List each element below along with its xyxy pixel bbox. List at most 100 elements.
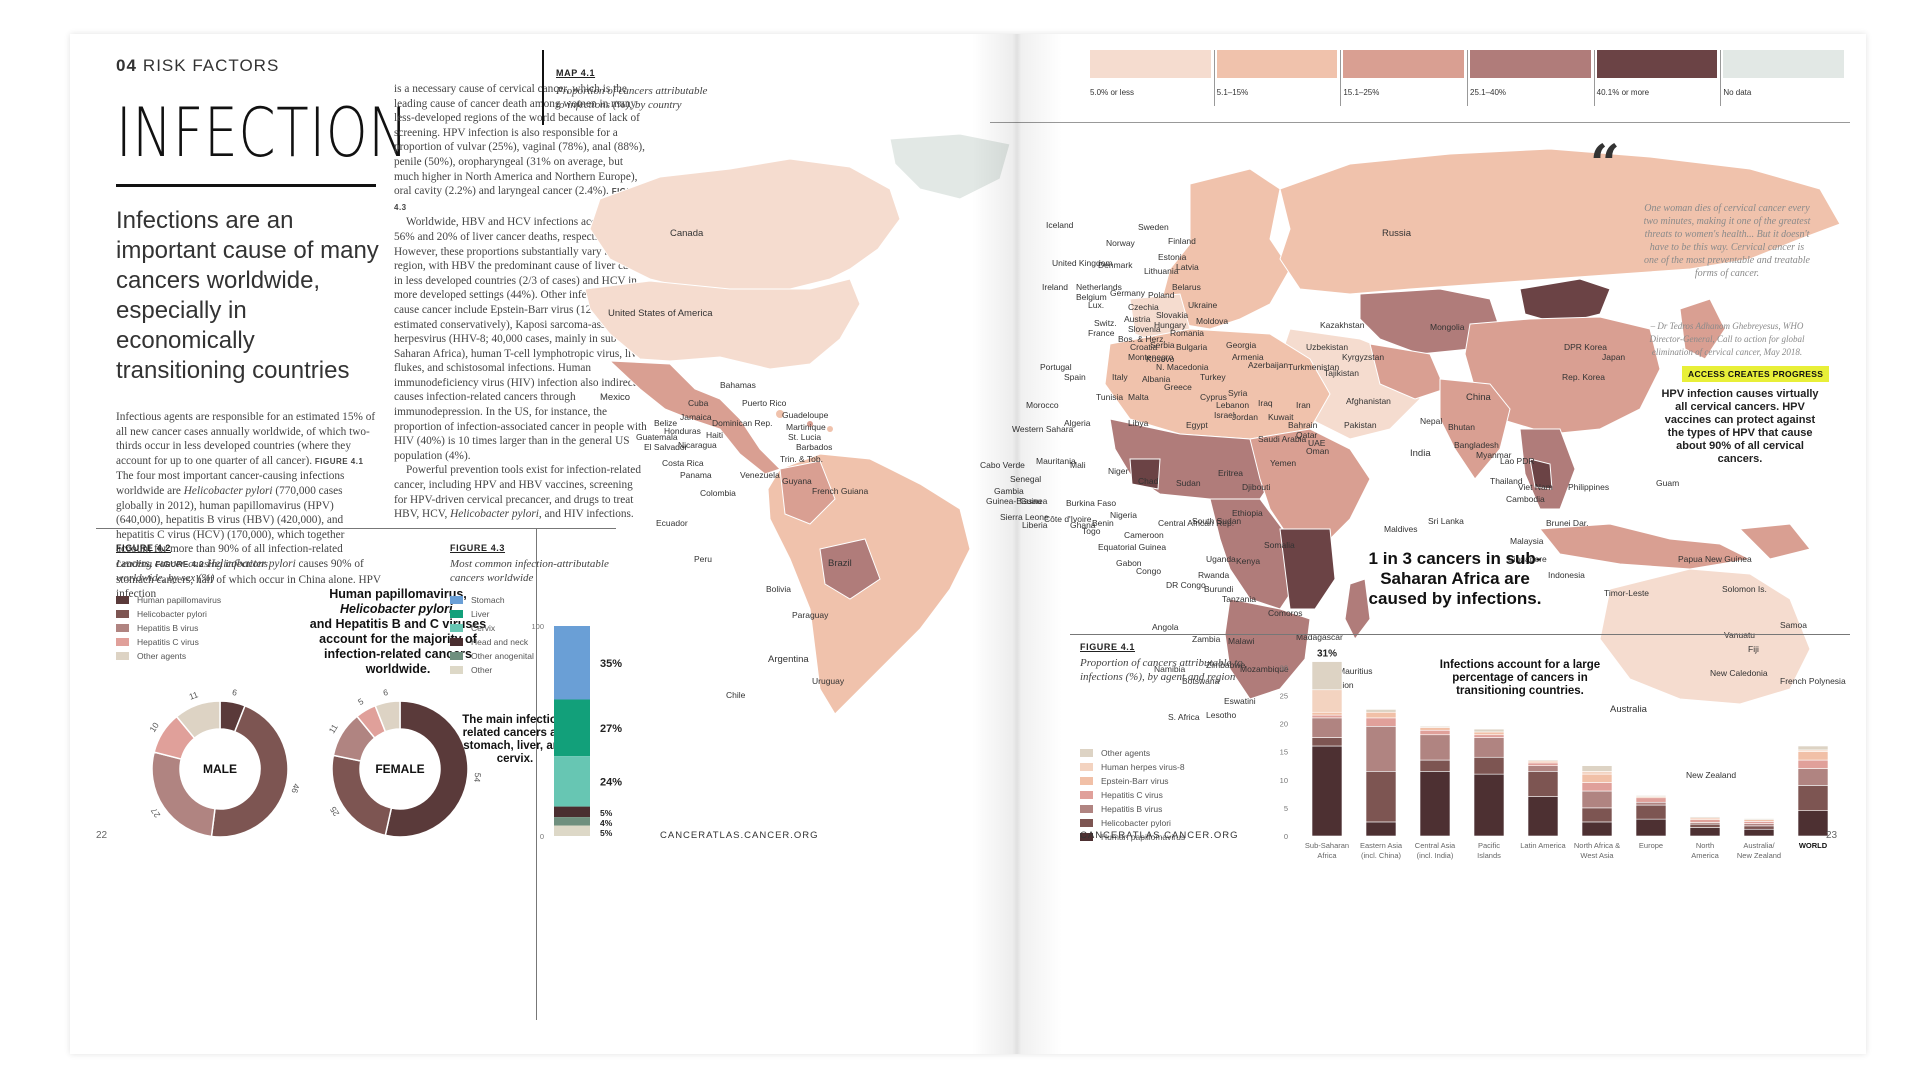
country-label: DPR Korea [1564,342,1607,352]
donut-value-label: 11 [327,722,340,735]
africa-callout: 1 in 3 cancers in sub-Saharan Africa are… [1368,549,1542,608]
legend-item: Other agents [116,649,221,663]
col2-text-4: and HIV infections. [544,508,634,521]
country-label: Zambia [1192,634,1221,644]
legend-label: Stomach [471,595,505,605]
note-line: and Hepatitis B and C viruses account fo… [309,617,487,676]
donut-slice [374,700,401,733]
country-label: Austria [1124,314,1151,324]
country-label: Somalia [1264,540,1295,550]
category-label: Africa [1317,851,1337,860]
scale-label: 5.1–15% [1216,88,1249,97]
country-label: Cameroon [1124,530,1164,540]
donut-charts: 6 46 27 10 11 MALE 54 25 11 5 6 FEMALE [147,687,483,838]
legend-label: Head and neck [471,637,529,647]
country-label: Mauritania [1036,456,1076,466]
donut-value-label: 27 [149,806,163,820]
quote-text: One woman dies of cervical cancer every … [1643,203,1811,279]
country-label: Germany [1110,288,1145,298]
bar-segment [1311,737,1343,747]
bar-segment [1311,717,1343,738]
intro-italic: Helicobacter pylori [183,484,273,497]
bar-segment [1797,745,1829,751]
bar-segment [1797,751,1829,761]
country-label: Eswatini [1224,696,1256,706]
legend-swatch [450,596,463,604]
figure-note: Infections account for a large percentag… [1439,659,1601,697]
country-label: Sweden [1138,222,1169,232]
figure-caption: Most common infection-attributable cance… [450,558,609,584]
legend-label: Human papillomavirus [1101,832,1186,842]
bar-segment [1743,828,1775,837]
legend-item: Hepatitis B virus [116,621,221,635]
country-label: Panama [680,470,712,480]
country-label: India [1410,448,1431,459]
country-label: Hungary [1154,320,1187,330]
category-label: Pacific [1478,841,1500,850]
country-label: Kyrgyzstan [1342,352,1385,362]
legend-swatch [450,652,463,660]
figure-legend: Other agents Human herpes virus-8 Epstein-… [1080,746,1185,844]
country-label: Uruguay [812,676,845,686]
country-label: Myanmar [1476,450,1512,460]
book-spread: 04 RISK FACTORS INFECTION Infections are … [70,34,1866,1054]
axis-tick: 30 [1280,663,1288,672]
country-label: Qatar [1296,430,1318,440]
category-label: North Africa & [1574,841,1620,850]
footer-url[interactable]: CANCERATLAS.CANCER.ORG [660,830,819,841]
bar-segment [1473,734,1505,738]
category-label: (incl. China) [1361,851,1402,860]
country-label: Namibia [1154,664,1186,674]
country-label: Syria [1228,388,1248,398]
country-label: Congo [1136,566,1162,576]
country-label: Iceland [1046,220,1074,230]
country-label: Togo [1082,526,1101,536]
bar-segment [1419,759,1451,772]
bar-segment [1743,821,1775,824]
figure-note: The main infection-related cancers are s… [462,714,568,765]
figure-ref[interactable]: FIGURE 4.2 [155,559,205,569]
country-label: Nigeria [1110,510,1137,520]
legend-label: Epstein-Barr virus [1101,776,1169,786]
country-label: Pakistan [1344,420,1377,430]
bar-segment [1797,810,1829,837]
legend-label: Human herpes virus-8 [1101,762,1185,772]
bar-segment [1743,823,1775,827]
country-label: Kuwait [1268,412,1294,422]
country-label: Lithuania [1144,266,1179,276]
bar-segment [1635,801,1667,806]
footer-url[interactable]: CANCERATLAS.CANCER.ORG [1080,830,1239,841]
country-label: Tunisia [1096,392,1124,402]
country-label: Belarus [1172,282,1201,292]
country-label: Kenya [1236,556,1261,566]
figure-ref[interactable]: FIGURE 4.1 [314,456,364,466]
category-label: Eastern Asia [1360,841,1403,850]
bar-segment [1581,782,1613,792]
bar-segment [1581,821,1613,837]
bar-segment [1689,823,1721,828]
donut-value-label: 54 [472,772,483,783]
legend-swatch [1080,763,1093,771]
country-label: Mexico [600,392,631,403]
country-label: Comoros [1268,608,1303,618]
scale-divider [1213,50,1215,106]
country-label: St. Lucia [788,432,822,442]
figure-label: FIGURE 4.2 [116,543,172,553]
donut-slice [210,704,289,838]
country-label: Canada [670,228,704,239]
bar-segment [1365,709,1397,713]
bar-value-label: 24% [600,776,622,788]
legend-label: Helicobacter pylori [1101,818,1171,828]
donut-value-label: 11 [188,689,200,701]
axis-tick: 20 [1280,720,1288,729]
bar-segment [1581,790,1613,809]
legend-item: Hepatitis B virus [1080,802,1185,816]
country-label: Viet Nam [1518,482,1553,492]
map-caption: Proportion of cancers attributable to in… [556,85,708,111]
legend-item: Human papillomavirus [1080,830,1185,844]
country-label: Ethiopia [1232,508,1263,518]
stacked-bar-chart: 100 0 35% 27% 24% 5%4%5% [531,622,622,841]
country-label: Turkey [1200,372,1226,382]
axis-tick: 100 [531,622,544,631]
section-label: 04 RISK FACTORS [116,56,279,76]
